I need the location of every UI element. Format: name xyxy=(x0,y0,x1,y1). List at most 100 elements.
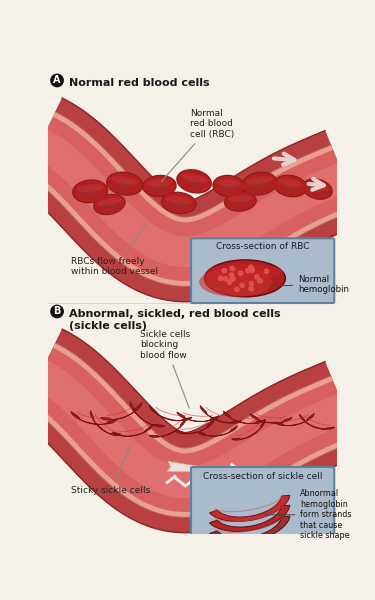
Circle shape xyxy=(249,265,253,269)
Polygon shape xyxy=(18,169,363,302)
Ellipse shape xyxy=(151,182,168,190)
Polygon shape xyxy=(25,343,358,517)
Ellipse shape xyxy=(273,175,308,197)
Ellipse shape xyxy=(177,170,211,193)
Circle shape xyxy=(235,287,239,292)
Ellipse shape xyxy=(181,173,207,183)
Ellipse shape xyxy=(165,196,192,204)
Polygon shape xyxy=(53,98,333,223)
Ellipse shape xyxy=(170,199,188,206)
Polygon shape xyxy=(210,505,290,532)
Circle shape xyxy=(230,266,234,271)
Polygon shape xyxy=(224,411,265,424)
Ellipse shape xyxy=(98,197,122,206)
Circle shape xyxy=(224,277,228,281)
Circle shape xyxy=(255,275,259,279)
Polygon shape xyxy=(197,425,237,436)
Circle shape xyxy=(249,287,254,291)
FancyBboxPatch shape xyxy=(191,238,334,303)
Circle shape xyxy=(258,278,262,283)
Ellipse shape xyxy=(303,179,332,199)
Ellipse shape xyxy=(224,191,257,212)
Ellipse shape xyxy=(282,182,299,190)
Ellipse shape xyxy=(142,175,177,197)
Polygon shape xyxy=(149,418,186,437)
Circle shape xyxy=(51,74,63,86)
Ellipse shape xyxy=(106,172,144,196)
Ellipse shape xyxy=(242,172,278,196)
Circle shape xyxy=(51,305,63,317)
Polygon shape xyxy=(130,401,165,427)
Ellipse shape xyxy=(185,177,203,185)
Text: Cross-section of sickle cell: Cross-section of sickle cell xyxy=(203,472,322,481)
Ellipse shape xyxy=(225,192,256,211)
Text: Sickle cells
blocking
blood flow: Sickle cells blocking blood flow xyxy=(140,330,190,408)
Polygon shape xyxy=(232,419,265,440)
Polygon shape xyxy=(100,403,142,420)
Circle shape xyxy=(227,280,231,284)
Polygon shape xyxy=(200,406,242,423)
Polygon shape xyxy=(274,413,314,426)
Ellipse shape xyxy=(278,179,303,187)
Ellipse shape xyxy=(73,181,107,202)
Polygon shape xyxy=(250,413,292,423)
Text: Normal
hemoglobin: Normal hemoglobin xyxy=(271,275,349,294)
Text: Normal
red blood
cell (RBC): Normal red blood cell (RBC) xyxy=(161,109,234,182)
Ellipse shape xyxy=(216,179,241,187)
Circle shape xyxy=(222,268,226,273)
Polygon shape xyxy=(113,425,153,436)
Polygon shape xyxy=(18,400,363,533)
Circle shape xyxy=(230,277,234,281)
Circle shape xyxy=(250,268,254,272)
Polygon shape xyxy=(53,329,333,454)
Ellipse shape xyxy=(199,268,272,297)
Ellipse shape xyxy=(143,176,176,196)
Ellipse shape xyxy=(232,198,249,205)
Polygon shape xyxy=(177,412,219,422)
Polygon shape xyxy=(71,412,117,424)
Ellipse shape xyxy=(302,178,333,200)
Ellipse shape xyxy=(147,179,172,187)
Ellipse shape xyxy=(306,182,328,191)
Ellipse shape xyxy=(115,179,135,188)
Text: Abnormal, sickled, red blood cells
(sickle cells): Abnormal, sickled, red blood cells (sick… xyxy=(69,309,281,331)
Ellipse shape xyxy=(161,191,197,214)
FancyBboxPatch shape xyxy=(191,467,334,543)
Circle shape xyxy=(238,271,243,275)
Text: Abnormal
hemoglobin
form strands
that cause
sickle shape: Abnormal hemoglobin form strands that ca… xyxy=(266,490,352,540)
Text: Sticky sickle cells: Sticky sickle cells xyxy=(71,444,150,495)
Polygon shape xyxy=(33,360,350,498)
Ellipse shape xyxy=(274,176,306,196)
Text: RBCs flow freely
within blood vessel: RBCs flow freely within blood vessel xyxy=(71,224,158,276)
Polygon shape xyxy=(175,420,214,434)
Polygon shape xyxy=(18,98,363,302)
Polygon shape xyxy=(25,112,358,286)
Ellipse shape xyxy=(107,173,142,194)
Ellipse shape xyxy=(176,169,212,194)
Ellipse shape xyxy=(81,188,99,195)
Circle shape xyxy=(246,268,250,273)
Circle shape xyxy=(230,273,234,277)
Text: A: A xyxy=(53,76,61,85)
Circle shape xyxy=(231,277,235,281)
Ellipse shape xyxy=(94,195,124,214)
Ellipse shape xyxy=(162,193,196,213)
Polygon shape xyxy=(210,495,290,521)
Circle shape xyxy=(249,281,254,286)
Ellipse shape xyxy=(111,176,139,185)
Polygon shape xyxy=(27,348,356,512)
Circle shape xyxy=(218,276,223,280)
Ellipse shape xyxy=(72,179,108,203)
Ellipse shape xyxy=(101,201,118,208)
Polygon shape xyxy=(210,516,290,542)
Ellipse shape xyxy=(204,260,285,297)
Text: Normal red blood cells: Normal red blood cells xyxy=(69,78,210,88)
Ellipse shape xyxy=(212,175,245,197)
Ellipse shape xyxy=(309,185,325,193)
Ellipse shape xyxy=(243,173,276,194)
Polygon shape xyxy=(300,415,334,429)
Text: B: B xyxy=(53,307,61,316)
Ellipse shape xyxy=(228,195,253,202)
Ellipse shape xyxy=(93,194,126,215)
Polygon shape xyxy=(27,117,356,281)
